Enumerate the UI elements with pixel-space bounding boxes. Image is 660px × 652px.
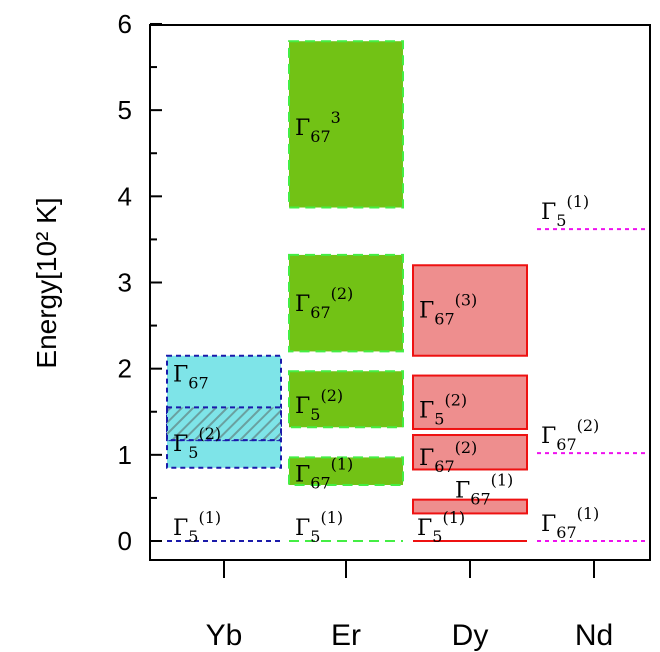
level-band [288, 40, 404, 209]
y-tick-label: 2 [118, 354, 132, 384]
y-tick-label: 0 [118, 526, 132, 556]
level-band [288, 370, 404, 429]
level-band [412, 498, 528, 515]
level-label: Γ67(1) [455, 471, 513, 509]
plot-frame [149, 24, 651, 561]
level-label: Γ5(1) [541, 192, 589, 230]
level-label: Γ67(1) [541, 504, 599, 542]
x-category-label: Er [331, 619, 361, 652]
level-band [288, 253, 404, 353]
level-label: Γ5(1) [417, 508, 465, 546]
level-label: Γ5(1) [295, 508, 343, 546]
level-label: Γ67(2) [295, 284, 353, 322]
level-label: Γ67(2) [419, 438, 477, 476]
level-band [412, 264, 528, 357]
level-band [412, 374, 528, 430]
x-category-label: Yb [206, 619, 243, 652]
level-band [288, 456, 404, 486]
level-label: Γ5(2) [173, 424, 221, 462]
y-tick-label: 4 [118, 181, 132, 211]
y-tick-label: 3 [118, 267, 132, 297]
y-tick-label: 5 [118, 95, 132, 125]
level-label: Γ673 [295, 108, 341, 146]
axes: 0 1 2 3 4 5 6 Yb Er Dy Nd [118, 9, 651, 652]
level-label: Γ67(1) [295, 454, 353, 492]
x-category-label: Nd [575, 619, 613, 652]
level-label: Γ67(2) [541, 416, 599, 454]
level-label: Γ5(2) [419, 391, 467, 429]
y-tick-label: 1 [118, 440, 132, 470]
plot-area: Γ5(1)Γ5(2)Γ67Γ5(1)Γ67(1)Γ5(2)Γ67(2)Γ673Γ… [166, 40, 651, 546]
y-axis-title: Energy[10² K] [31, 197, 62, 368]
y-tick-label: 6 [118, 9, 132, 39]
level-label: Γ5(2) [295, 386, 343, 424]
level-label: Γ67(3) [419, 290, 477, 328]
level-band [412, 434, 528, 471]
x-category-label: Dy [452, 619, 489, 652]
level-label: Γ67 [173, 363, 209, 393]
overlap-hatch [166, 406, 282, 442]
level-label: Γ5(1) [173, 508, 221, 546]
